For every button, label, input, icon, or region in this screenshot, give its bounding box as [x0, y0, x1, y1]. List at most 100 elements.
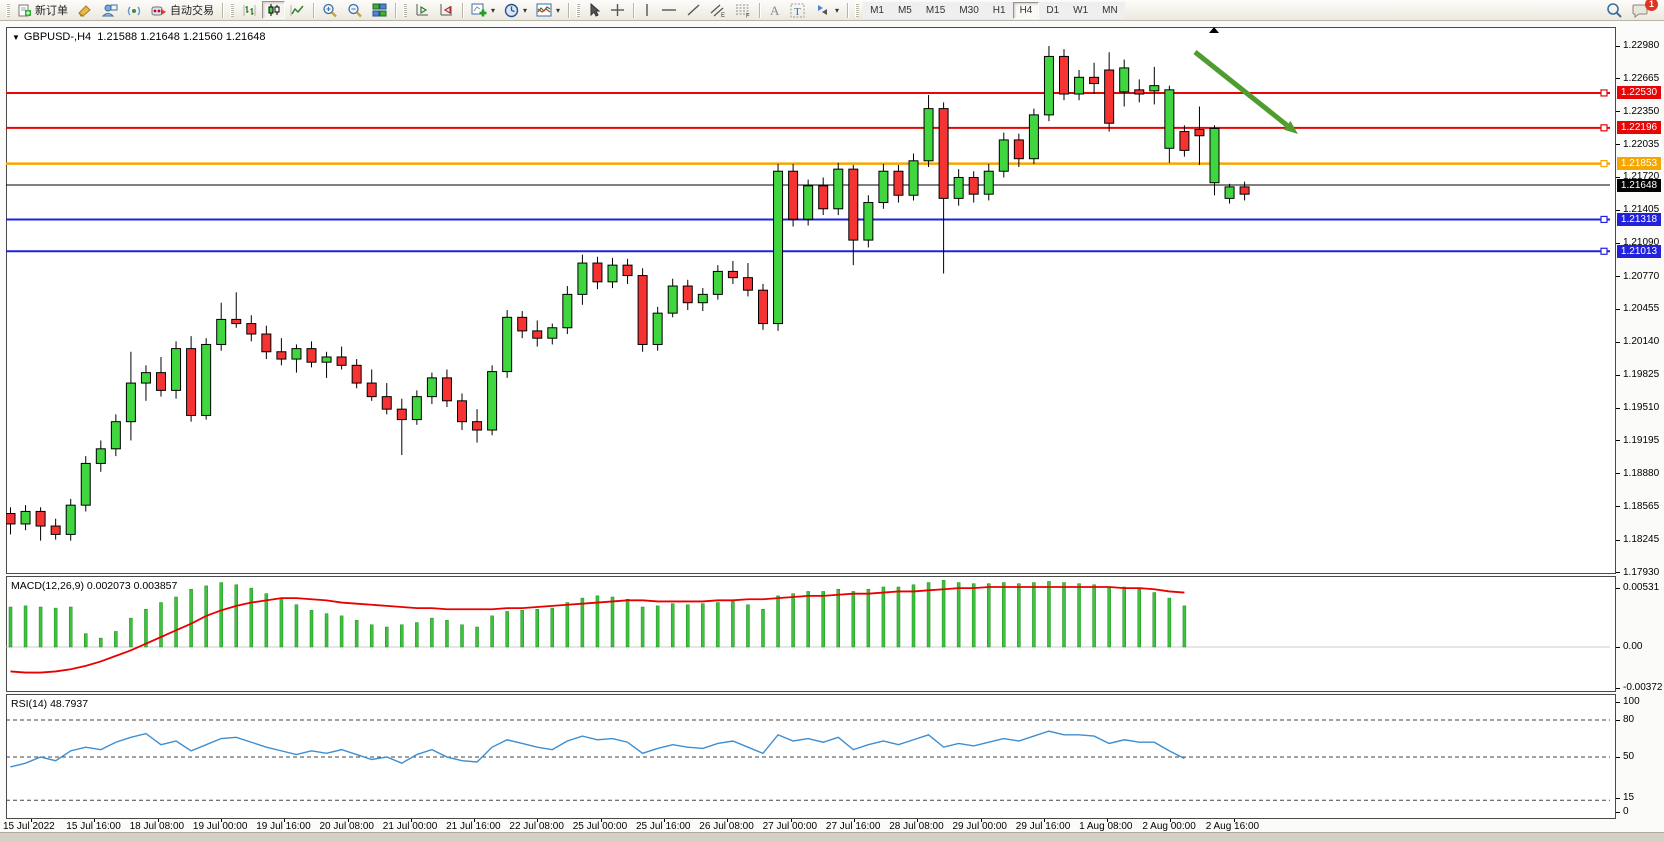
- toolbar-grip[interactable]: [230, 3, 234, 17]
- candle-body: [216, 318, 227, 345]
- crayon-button[interactable]: [73, 1, 97, 19]
- price-level-badge: 1.21013: [1617, 244, 1661, 258]
- tile-windows-button[interactable]: [368, 1, 391, 19]
- candle-body: [803, 185, 814, 220]
- timeframe-button-m30[interactable]: M30: [952, 1, 986, 19]
- timeframe-button-h4[interactable]: H4: [1012, 1, 1040, 19]
- toolbar-grip[interactable]: [576, 3, 581, 17]
- auto-trading-button[interactable]: 自动交易: [147, 1, 218, 19]
- search-button[interactable]: [1602, 1, 1627, 19]
- macd-bar: [1182, 605, 1187, 648]
- macd-bar: [1002, 582, 1006, 648]
- price-tick-mark: [1616, 78, 1620, 80]
- timeframe-button-w1[interactable]: W1: [1066, 1, 1096, 19]
- cursor-button[interactable]: [584, 1, 605, 19]
- svg-text:E: E: [721, 13, 725, 18]
- macd-canvas[interactable]: [6, 576, 1616, 692]
- price-tick-label: 1.19510: [1623, 402, 1660, 414]
- chevron-down-icon: ▾: [556, 5, 561, 15]
- macd-bar: [23, 605, 28, 648]
- candle-body: [1194, 128, 1205, 137]
- new-order-label: 新订单: [35, 5, 68, 17]
- trendline-icon: [686, 3, 701, 17]
- profile-button[interactable]: [98, 1, 122, 19]
- rsi-tick-mark: [1616, 811, 1620, 813]
- price-tick-mark: [1616, 209, 1620, 211]
- trendline-button[interactable]: [682, 1, 705, 19]
- timeframe-button-mn[interactable]: MN: [1095, 1, 1125, 19]
- candle-body: [125, 382, 136, 423]
- candle-body: [65, 504, 76, 535]
- timeframe-button-m1[interactable]: M1: [863, 1, 891, 19]
- macd-signal-line: [10, 586, 1185, 674]
- rsi-panel[interactable]: [6, 694, 1616, 819]
- indicators-button[interactable]: ▾: [532, 1, 564, 19]
- macd-bar: [670, 603, 675, 648]
- candle-body: [637, 275, 648, 345]
- signal-button[interactable]: [123, 1, 146, 19]
- window-bottom-strip: [0, 832, 1664, 842]
- price-chart-panel[interactable]: [6, 27, 1616, 574]
- candle-body: [95, 448, 106, 464]
- price-tick-label: 1.20140: [1623, 336, 1660, 348]
- line-chart-button[interactable]: [286, 1, 309, 19]
- time-tick-mark: [1233, 819, 1235, 822]
- timeframe-button-d1[interactable]: D1: [1039, 1, 1067, 19]
- crosshair-button[interactable]: [606, 1, 629, 19]
- symbol-dropdown-icon[interactable]: ▼: [12, 33, 20, 42]
- timeframe-toolbar: M1 M5 M15 M30 H1 H4 D1 W1 MN: [863, 1, 1125, 19]
- timeframe-button-h1[interactable]: H1: [985, 1, 1013, 19]
- macd-bar: [520, 610, 524, 648]
- horizontal-line-button[interactable]: [657, 1, 681, 19]
- candle-body: [983, 170, 994, 195]
- toolbar-grip[interactable]: [855, 3, 860, 17]
- auto-scroll-button[interactable]: [435, 1, 458, 19]
- rsi-canvas[interactable]: [6, 694, 1616, 819]
- chart-shift-button[interactable]: [411, 1, 434, 19]
- text-label-button[interactable]: T: [786, 1, 810, 19]
- time-tick-label: 21 Jul 16:00: [446, 821, 501, 832]
- macd-panel[interactable]: [6, 576, 1616, 692]
- bar-chart-button[interactable]: [238, 1, 261, 19]
- notifications-button[interactable]: 1: [1628, 0, 1658, 19]
- channel-button[interactable]: E: [706, 1, 730, 19]
- new-chart-button[interactable]: ▾: [467, 1, 499, 19]
- macd-bar: [460, 624, 464, 648]
- time-tick-label: 27 Jul 16:00: [825, 821, 881, 832]
- candle-body: [923, 108, 934, 162]
- chevron-down-icon: ▾: [835, 5, 840, 15]
- candle-body: [863, 202, 874, 241]
- period-button[interactable]: ▾: [500, 1, 531, 19]
- candle-body: [622, 264, 633, 277]
- vertical-line-button[interactable]: [638, 1, 656, 19]
- candle-body: [351, 364, 362, 384]
- candle-body: [1074, 76, 1085, 95]
- zoom-in-button[interactable]: [318, 1, 342, 19]
- toolbar-grip[interactable]: [6, 3, 10, 17]
- level-handle: [1600, 89, 1608, 97]
- macd-bar: [1137, 588, 1141, 648]
- main-toolbar: 新订单 自动交易: [0, 0, 1664, 21]
- text-button[interactable]: A: [764, 1, 785, 19]
- macd-bar: [400, 624, 404, 648]
- candlestick-chart-button[interactable]: [262, 1, 285, 19]
- signal-icon: [127, 3, 142, 17]
- toolbar-separator: [222, 2, 223, 18]
- candle-body: [186, 348, 197, 416]
- toolbar-grip[interactable]: [403, 3, 407, 17]
- svg-text:A: A: [770, 3, 780, 17]
- timeframe-button-m5[interactable]: M5: [890, 1, 919, 19]
- price-chart-canvas[interactable]: [6, 27, 1616, 574]
- fibonacci-button[interactable]: F: [731, 1, 755, 19]
- time-tick-mark: [474, 819, 476, 822]
- rsi-tick-label: 15: [1623, 792, 1635, 803]
- arrows-button[interactable]: ▾: [811, 1, 843, 19]
- price-tick-label: 1.18245: [1623, 534, 1660, 546]
- candle-body: [742, 277, 753, 291]
- zoom-out-button[interactable]: [343, 1, 367, 19]
- time-tick-label: 26 Jul 08:00: [699, 821, 754, 832]
- timeframe-button-m15[interactable]: M15: [918, 1, 953, 19]
- new-order-button[interactable]: 新订单: [14, 1, 72, 19]
- macd-bar: [1167, 597, 1172, 648]
- macd-bar: [851, 591, 856, 648]
